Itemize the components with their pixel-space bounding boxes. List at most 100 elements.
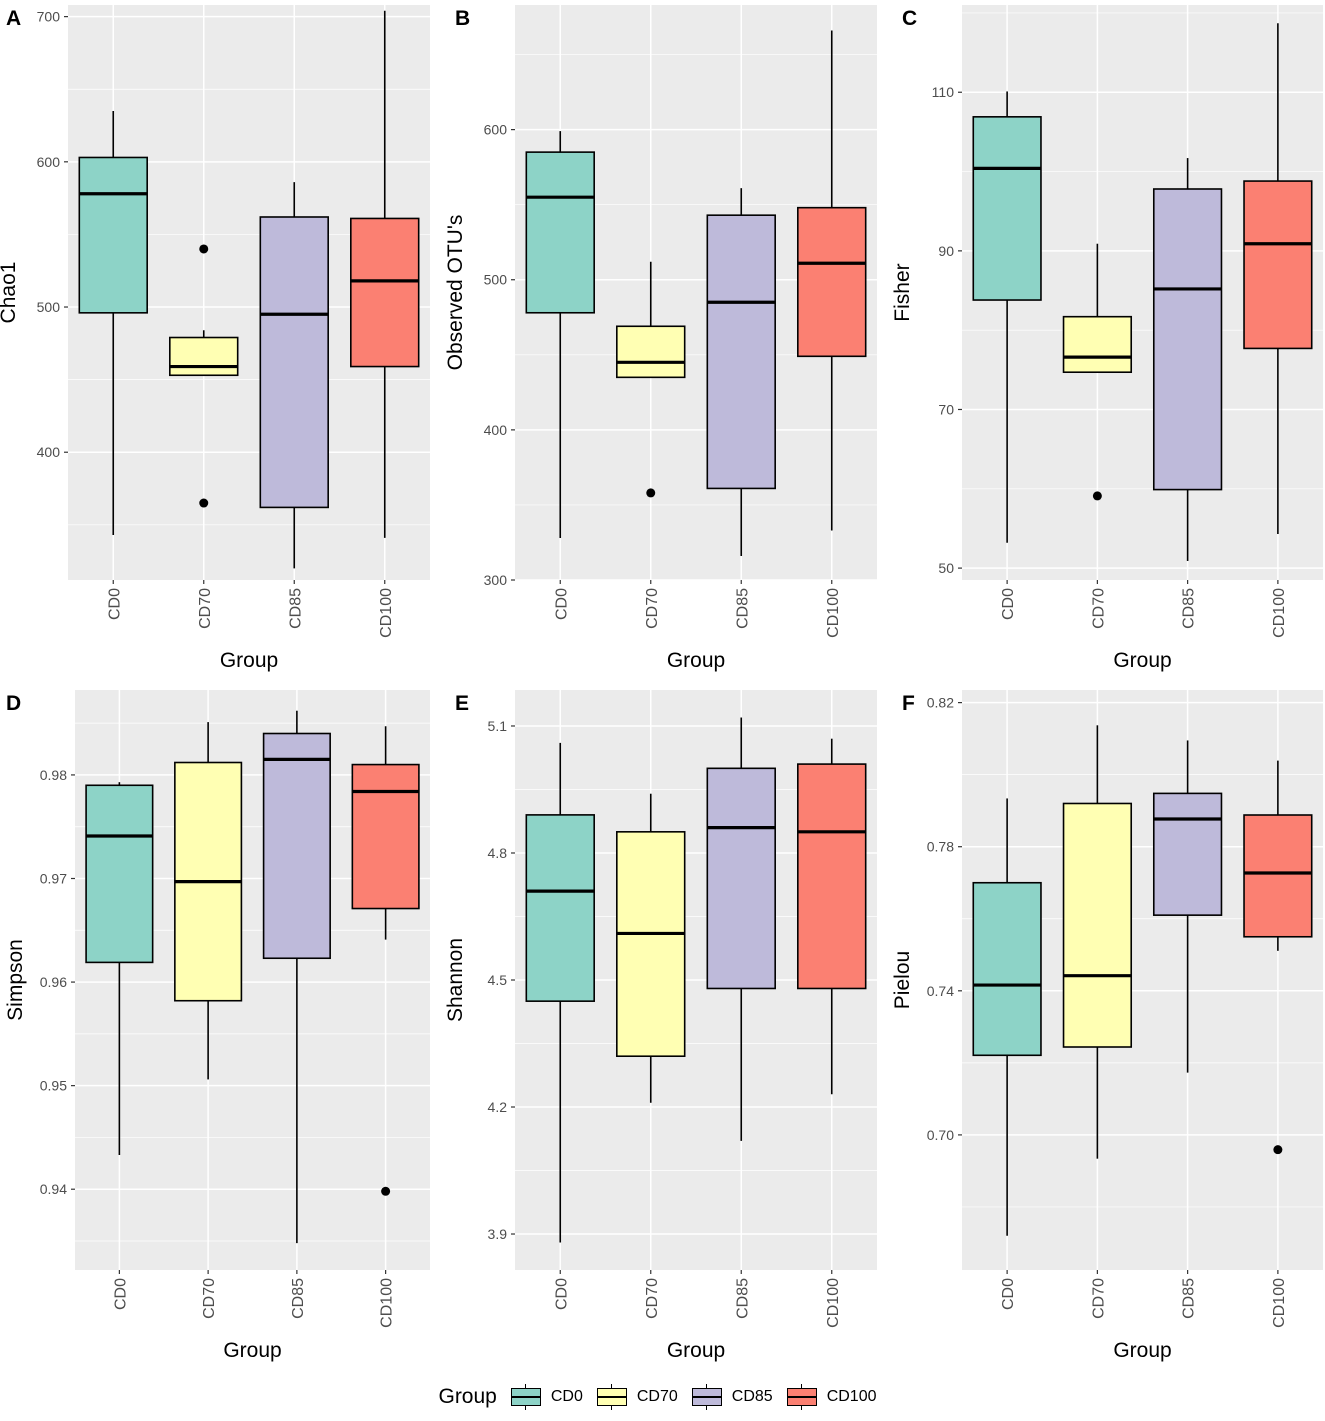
box-iqr	[1243, 814, 1313, 938]
box-iqr	[525, 151, 595, 314]
x-tick-label: CD0	[553, 588, 570, 620]
y-axis-title: Pielou	[891, 951, 914, 1009]
box-iqr	[972, 881, 1042, 1057]
panel-label: F	[902, 692, 915, 715]
box-cd0	[78, 110, 148, 535]
panel-c: 50 70 90 110 CD0 CD70 CD85 CD100 Group Fisher C	[891, 5, 1323, 672]
box-cd0	[972, 91, 1042, 543]
box-cd70	[616, 261, 686, 498]
panel-label: E	[455, 692, 469, 715]
x-tick-label: CD0	[553, 1278, 570, 1310]
box-cd85	[262, 710, 331, 1244]
legend-item-cd100: CD100	[783, 1384, 877, 1410]
box-cd85	[706, 188, 776, 556]
legend-label-cd100: CD100	[826, 1388, 877, 1405]
x-tick-label: CD70	[644, 588, 661, 629]
legend-key-cd100	[783, 1384, 821, 1410]
legend-key-cd85	[688, 1384, 726, 1410]
box-cd0	[972, 798, 1042, 1236]
x-tick-label: CD85	[734, 588, 751, 629]
box-iqr	[797, 206, 867, 358]
panel-label: C	[902, 7, 917, 30]
box-cd70	[174, 722, 243, 1080]
legend-label-cd85: CD85	[731, 1388, 773, 1405]
x-axis-title: Group	[667, 1339, 725, 1362]
y-tick-label: 4.5	[488, 972, 508, 988]
box-iqr	[351, 763, 420, 910]
box-iqr	[616, 325, 686, 379]
y-tick-label: 70	[938, 401, 954, 417]
legend-item-cd85: CD85	[688, 1384, 773, 1410]
box-iqr	[78, 156, 148, 314]
box-cd0	[525, 742, 595, 1243]
y-tick-label: 600	[484, 122, 508, 138]
y-axis-title: Chao1	[0, 262, 20, 324]
box-cd100	[1243, 23, 1313, 534]
panel-label: B	[455, 7, 470, 30]
box-cd85	[259, 182, 329, 569]
y-axis-title: Observed OTU's	[444, 215, 467, 371]
y-tick-label: 700	[37, 9, 61, 25]
panel-b: 300 400 500 600 CD0 CD70 CD85 CD100 Group Observe…	[444, 5, 877, 672]
box-cd100	[350, 10, 420, 538]
y-tick-label: 0.78	[927, 839, 954, 855]
outlier-point	[1273, 1145, 1283, 1155]
y-axis-title: Fisher	[891, 263, 914, 321]
x-tick-label: CD85	[287, 588, 304, 629]
box-iqr	[262, 732, 331, 960]
x-tick-label: CD70	[644, 1278, 661, 1319]
x-tick-label: CD100	[378, 588, 395, 638]
y-tick-label: 0.70	[927, 1127, 954, 1143]
x-tick-label: CD100	[825, 1278, 842, 1328]
box-iqr	[85, 784, 154, 964]
outlier-point	[381, 1186, 391, 1196]
y-tick-label: 90	[938, 243, 954, 259]
x-tick-label: CD70	[201, 1278, 218, 1319]
outlier-point	[646, 488, 656, 498]
box-iqr	[525, 814, 595, 1002]
x-tick-label: CD70	[1090, 1278, 1107, 1319]
legend-label-cd70: CD70	[636, 1388, 678, 1405]
box-cd70	[1062, 243, 1133, 501]
y-tick-label: 0.95	[40, 1078, 67, 1094]
y-tick-label: 300	[484, 572, 508, 588]
y-tick-label: 0.82	[927, 695, 954, 711]
box-iqr	[706, 767, 776, 990]
box-iqr	[797, 763, 867, 990]
box-iqr	[169, 336, 239, 377]
box-iqr	[259, 216, 329, 509]
y-tick-label: 3.9	[488, 1226, 508, 1242]
box-cd85	[1152, 740, 1223, 1073]
box-iqr	[1062, 802, 1133, 1048]
box-iqr	[1152, 792, 1223, 916]
x-axis-title: Group	[220, 649, 278, 672]
box-cd85	[706, 717, 776, 1141]
x-tick-label: CD85	[1181, 588, 1198, 629]
x-tick-label: CD85	[1181, 1278, 1198, 1319]
y-tick-label: 500	[484, 272, 508, 288]
y-tick-label: 5.1	[488, 718, 508, 734]
legend-label-cd0: CD0	[550, 1388, 583, 1405]
panel-a: 400 500 600 700 CD0 CD70 CD85 CD100 Group Chao1 A	[0, 5, 430, 672]
box-cd70	[616, 793, 686, 1103]
x-axis-title: Group	[1113, 649, 1171, 672]
panel-label: D	[6, 692, 21, 715]
box-cd100	[797, 30, 867, 531]
panel-e: 3.9 4.2 4.5 4.8 5.1 CD0 CD70 CD85 CD100 Group Shan…	[444, 690, 877, 1362]
y-tick-label: 0.96	[40, 974, 67, 990]
y-tick-label: 400	[37, 444, 61, 460]
box-cd70	[1062, 725, 1133, 1159]
x-tick-label: CD100	[1271, 588, 1288, 638]
box-iqr	[350, 217, 420, 368]
x-axis-title: Group	[1113, 1339, 1171, 1362]
outlier-point	[199, 244, 209, 254]
y-tick-label: 50	[938, 560, 954, 576]
y-tick-label: 0.94	[40, 1181, 67, 1197]
box-iqr	[1243, 180, 1313, 350]
y-tick-label: 400	[484, 422, 508, 438]
legend-item-cd0: CD0	[507, 1384, 583, 1410]
box-cd70	[169, 244, 239, 508]
x-tick-label: CD70	[1090, 588, 1107, 629]
y-tick-label: 0.98	[40, 767, 67, 783]
